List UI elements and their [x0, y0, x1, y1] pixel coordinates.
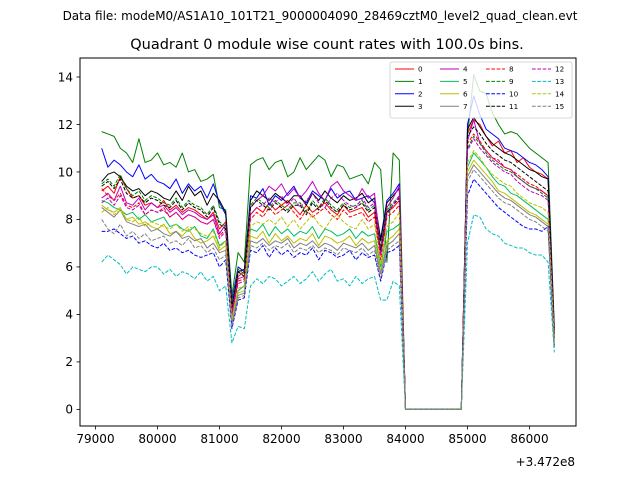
series-line-13: [101, 214, 555, 410]
y-tick-label: 4: [65, 308, 73, 322]
x-offset-label: +3.472e8: [516, 455, 575, 469]
series-line-15: [101, 169, 555, 410]
legend-label-7: 7: [463, 102, 468, 111]
plot-frame: [79, 57, 577, 427]
legend-label-0: 0: [418, 65, 423, 74]
series-line-12: [101, 138, 555, 410]
legend-frame: [389, 61, 573, 119]
legend-label-9: 9: [509, 77, 514, 86]
legend-label-10: 10: [509, 89, 519, 98]
legend-label-3: 3: [418, 102, 423, 111]
series-line-0: [101, 119, 555, 410]
y-tick-label: 10: [58, 165, 73, 179]
y-tick-label: 2: [65, 355, 73, 369]
legend-label-6: 6: [463, 89, 468, 98]
x-tick-label: 82000: [262, 432, 300, 446]
legend-label-8: 8: [509, 65, 514, 74]
x-tick-label: 86000: [510, 432, 548, 446]
y-axis: 0 2 4 6 8 10 12 14: [58, 70, 80, 417]
y-tick-label: 0: [65, 403, 73, 417]
x-tick-label: 81000: [200, 432, 238, 446]
legend-label-13: 13: [555, 77, 564, 86]
legend-label-14: 14: [555, 89, 565, 98]
x-tick-label: 79000: [76, 432, 114, 446]
series-line-11: [101, 126, 555, 410]
y-tick-label: 8: [65, 213, 73, 227]
chart-title: Quadrant 0 module wise count rates with …: [130, 37, 524, 53]
series-line-14: [101, 150, 555, 410]
legend-label-15: 15: [555, 102, 564, 111]
x-tick-label: 83000: [324, 432, 362, 446]
series-line-10: [101, 178, 555, 410]
series-layer: [101, 74, 555, 410]
y-tick-label: 6: [65, 260, 73, 274]
series-line-7: [101, 164, 555, 410]
legend-label-12: 12: [555, 65, 564, 74]
x-tick-label: 80000: [138, 432, 176, 446]
figure-suptitle: Data file: modeM0/AS1A10_101T21_90000040…: [63, 9, 578, 23]
y-tick-label: 12: [58, 118, 73, 132]
x-tick-label: 85000: [448, 432, 486, 446]
series-line-4: [101, 119, 555, 410]
legend-label-4: 4: [463, 65, 468, 74]
legend-label-2: 2: [418, 89, 423, 98]
x-axis: 79000 80000 81000 82000 83000 84000 85000 86000: [76, 426, 549, 446]
legend-label-5: 5: [463, 77, 468, 86]
x-tick-label: 84000: [386, 432, 424, 446]
legend-label-1: 1: [418, 77, 423, 86]
legend-label-11: 11: [509, 102, 518, 111]
y-tick-label: 14: [58, 70, 73, 84]
